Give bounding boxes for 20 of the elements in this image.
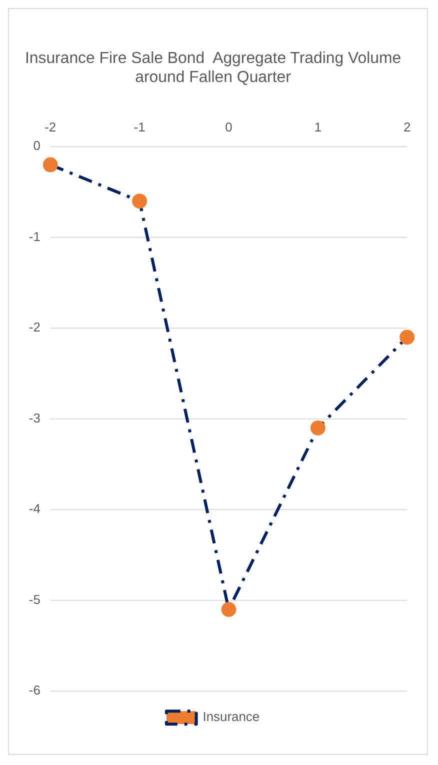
legend-label: Insurance (202, 709, 260, 724)
y-tick-label: -4 (28, 501, 40, 516)
x-tick-label: 2 (403, 119, 411, 134)
y-tick-label: 0 (33, 138, 40, 154)
point (400, 330, 415, 345)
y-tick-label: -6 (28, 682, 40, 698)
point (42, 157, 58, 172)
x-tick-label: 0 (225, 119, 232, 134)
x-tick-label: -2 (44, 119, 56, 134)
point (132, 194, 148, 209)
point (310, 420, 326, 436)
point (221, 602, 236, 617)
x-tick-label: -1 (134, 119, 146, 134)
x-tick-label: 1 (314, 119, 322, 134)
text: around Fallen Quarter (135, 68, 291, 86)
text: Insurance Fire Sale Bond Aggregate Trading Volume (24, 50, 402, 67)
y-tick-label: -1 (28, 228, 40, 244)
y-tick-label: -5 (28, 592, 40, 607)
y-tick-label: -2 (28, 320, 40, 335)
y-tick-label: -3 (28, 410, 40, 426)
